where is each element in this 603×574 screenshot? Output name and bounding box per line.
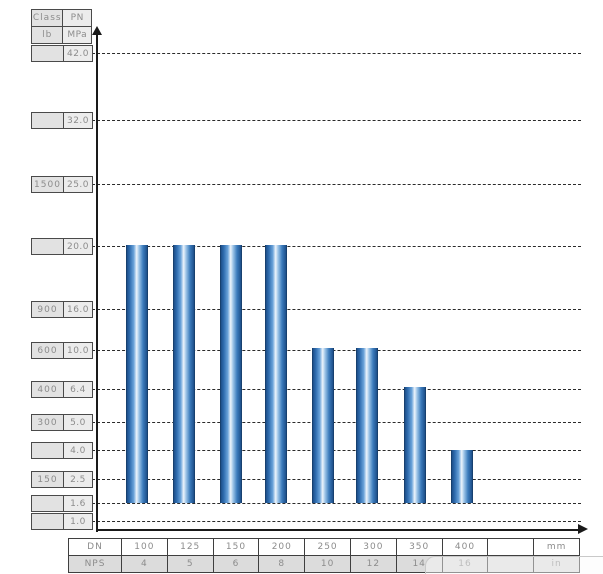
y-tick-class-value — [32, 239, 64, 254]
y-tick-class-value — [32, 113, 64, 128]
y-tick-pn-value: 5.0 — [64, 415, 92, 430]
y-tick-class-value — [32, 443, 64, 458]
table-cell: 400 — [441, 538, 489, 556]
y-tick-pn-value: 10.0 — [64, 343, 92, 358]
y-tick-class-value: 600 — [32, 343, 64, 358]
y-tick-label-row: 600 10.0 — [31, 342, 93, 359]
gridline — [92, 309, 581, 310]
table-cell: 14 — [395, 555, 443, 573]
y-tick-label-row: 300 5.0 — [31, 414, 93, 431]
x-axis-arrow-icon — [578, 524, 588, 534]
y-tick-label-row: 400 6.4 — [31, 381, 93, 398]
gridline — [92, 246, 581, 247]
y-tick-label-row: 150 2.5 — [31, 471, 93, 488]
table-cell: mm — [533, 538, 580, 556]
gridline — [92, 350, 581, 351]
y-tick-label-row: 900 16.0 — [31, 301, 93, 318]
y-tick-pn-value: 1.0 — [64, 514, 92, 529]
y-tick-class-value: 300 — [32, 415, 64, 430]
y-axis-header-class-label: Class — [32, 10, 64, 26]
table-cell: 12 — [349, 555, 397, 573]
bar — [173, 245, 195, 503]
table-cell: 200 — [258, 538, 306, 556]
y-tick-pn-value: 32.0 — [64, 113, 92, 128]
y-axis-header-lb-label: lb — [32, 27, 64, 43]
gridline — [92, 184, 581, 185]
table-cell — [487, 538, 535, 556]
gridline — [92, 53, 581, 54]
y-axis-header-pn-label: PN — [63, 10, 91, 26]
y-tick-label-row: 1500 25.0 — [31, 176, 93, 193]
y-tick-label-row: 32.0 — [31, 112, 93, 129]
bar — [220, 245, 242, 503]
bar — [126, 245, 148, 503]
gridline — [92, 389, 581, 390]
table-cell: 100 — [121, 538, 168, 556]
gridline — [92, 479, 581, 480]
bottom-size-table: DN 100 125 150 200 250 300 350 400 mm NPS 4 5 6 8 10 12 1… — [68, 538, 580, 573]
bar — [451, 450, 473, 503]
y-axis-header-row-units: lb MPa — [32, 26, 91, 43]
y-tick-class-value — [32, 46, 64, 61]
bar — [404, 387, 426, 503]
table-cell: in — [533, 555, 580, 573]
table-cell: 8 — [258, 555, 306, 573]
x-axis-line — [96, 529, 580, 531]
table-row-header: NPS — [68, 555, 122, 573]
y-tick-label-row: 1.6 — [31, 495, 93, 512]
table-cell: 350 — [395, 538, 443, 556]
y-axis-header-row-units-name: Class PN — [32, 10, 91, 26]
y-axis-arrow-icon — [92, 26, 102, 35]
y-tick-label-row: 42.0 — [31, 45, 93, 62]
y-tick-class-value — [32, 496, 64, 511]
table-cell: 250 — [304, 538, 351, 556]
gridline — [92, 521, 581, 522]
y-tick-pn-value: 16.0 — [64, 302, 92, 317]
y-axis-header-mpa-label: MPa — [63, 27, 91, 43]
table-cell — [487, 555, 535, 573]
y-tick-class-value — [32, 514, 64, 529]
table-cell: 125 — [166, 538, 214, 556]
table-cell: 16 — [441, 555, 489, 573]
table-cell: 300 — [349, 538, 397, 556]
y-tick-class-value: 1500 — [32, 177, 64, 192]
gridline — [92, 450, 581, 451]
y-axis-header-box: Class PN lb MPa — [31, 9, 92, 44]
y-tick-pn-value: 42.0 — [64, 46, 92, 61]
table-cell: 5 — [166, 555, 214, 573]
gridline — [92, 120, 581, 121]
y-tick-pn-value: 20.0 — [64, 239, 92, 254]
y-tick-label-row: 4.0 — [31, 442, 93, 459]
y-tick-label-row: 1.0 — [31, 513, 93, 530]
y-tick-pn-value: 2.5 — [64, 472, 92, 487]
y-tick-pn-value: 6.4 — [64, 382, 92, 397]
table-row: DN 100 125 150 200 250 300 350 400 mm — [68, 538, 580, 556]
gridline — [92, 503, 581, 504]
table-row-header: DN — [68, 538, 122, 556]
bar — [312, 348, 334, 503]
y-tick-pn-value: 25.0 — [64, 177, 92, 192]
table-cell: 4 — [121, 555, 168, 573]
y-tick-class-value: 900 — [32, 302, 64, 317]
y-tick-class-value: 400 — [32, 382, 64, 397]
table-cell: 10 — [304, 555, 351, 573]
gridline — [92, 422, 581, 423]
y-axis-line — [96, 32, 98, 532]
y-tick-pn-value: 4.0 — [64, 443, 92, 458]
y-tick-class-value: 150 — [32, 472, 64, 487]
table-row: NPS 4 5 6 8 10 12 14 16 in — [68, 555, 580, 573]
y-tick-label-row: 20.0 — [31, 238, 93, 255]
y-tick-pn-value: 1.6 — [64, 496, 92, 511]
bar — [356, 348, 378, 503]
table-cell: 150 — [212, 538, 260, 556]
table-cell: 6 — [212, 555, 260, 573]
bar — [265, 245, 287, 503]
